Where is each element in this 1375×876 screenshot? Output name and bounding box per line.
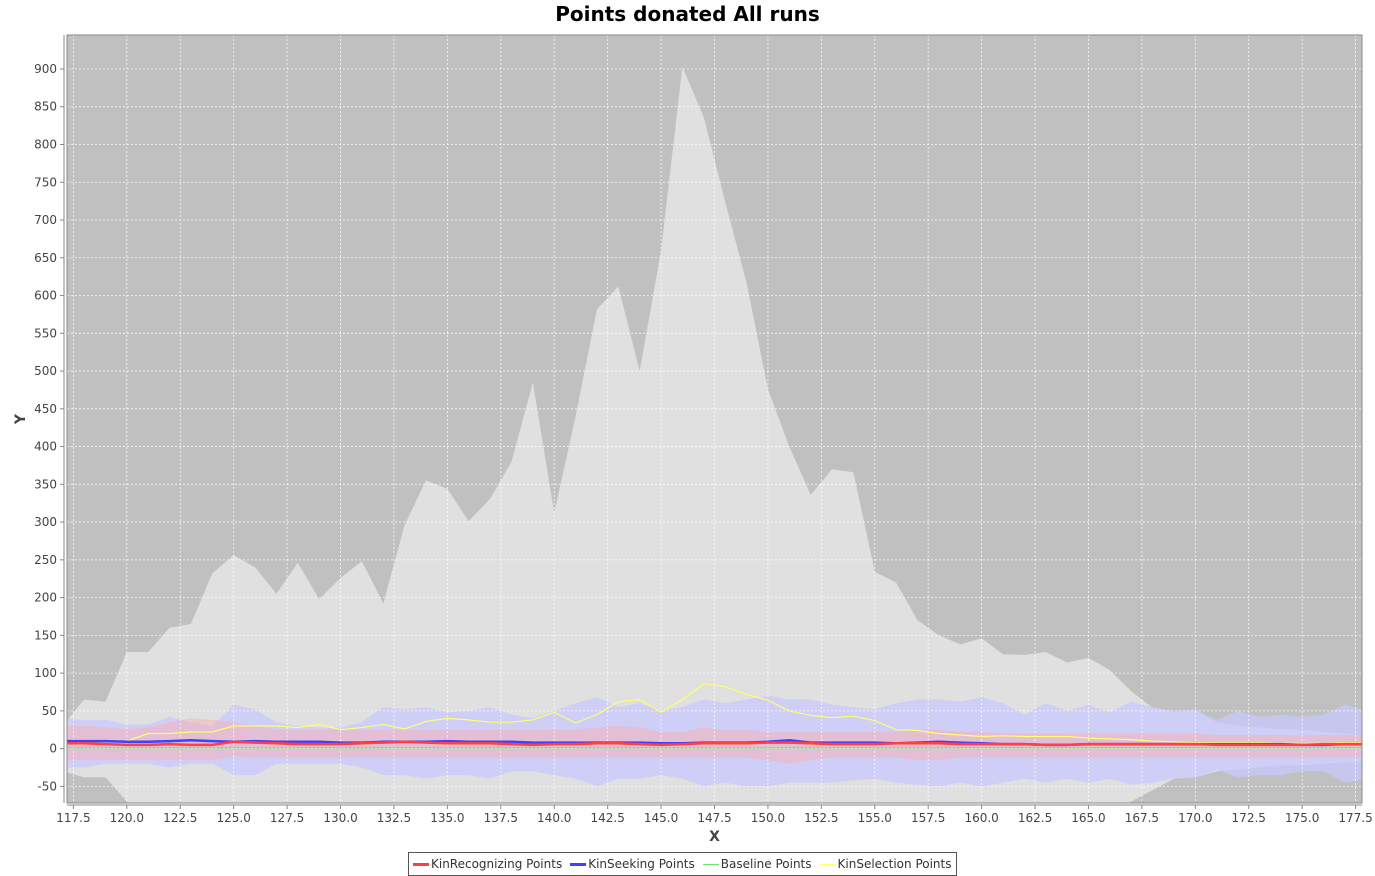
y-tick-label: 100 — [34, 666, 57, 680]
legend-label: Baseline Points — [720, 857, 812, 871]
band-kinseeking-points — [67, 695, 1362, 787]
legend-item-baseline-points: Baseline Points — [702, 857, 812, 871]
y-tick-label: 350 — [34, 477, 57, 491]
x-tick-label: 145.0 — [644, 811, 678, 825]
plot-frame — [66, 34, 1363, 804]
y-tick-label: 850 — [34, 100, 57, 114]
confidence-bands — [67, 66, 1362, 803]
y-tick-label: -50 — [37, 779, 57, 793]
x-tick-label: 152.5 — [804, 811, 838, 825]
band-kinrecognizing-points — [67, 718, 1362, 764]
y-tick-label: 650 — [34, 251, 57, 265]
y-tick-label: 900 — [34, 62, 57, 76]
x-tick-label: 147.5 — [697, 811, 731, 825]
y-tick-label: 50 — [42, 704, 57, 718]
y-tick-label: 800 — [34, 137, 57, 151]
y-tick-label: 250 — [34, 553, 57, 567]
y-tick-label: 150 — [34, 628, 57, 642]
x-axis-label: X — [709, 829, 720, 845]
y-tick-label: 700 — [34, 213, 57, 227]
legend-item-kinselection-points: KinSelection Points — [819, 857, 952, 871]
legend-swatch — [819, 863, 836, 865]
grid-lines — [67, 35, 1362, 803]
legend-swatch — [413, 862, 429, 866]
legend-label: KinSelection Points — [837, 857, 952, 871]
y-tick-label: 400 — [34, 440, 57, 454]
y-tick-label: 550 — [34, 326, 57, 340]
x-tick-label: 140.0 — [537, 811, 571, 825]
legend-label: KinSeeking Points — [588, 857, 695, 871]
legend-label: KinRecognizing Points — [431, 857, 563, 871]
x-tick-label: 125.0 — [217, 811, 251, 825]
band-kinselection-points — [67, 66, 1362, 803]
x-tick-label: 122.5 — [163, 811, 197, 825]
x-tick-label: 157.5 — [911, 811, 945, 825]
y-axis-ticks: -50 0 50 100 150 200 250 300 350 400 450 500 550 600 6… — [34, 62, 64, 793]
x-axis-ticks: 117.5 120.0 122.5 125.0 127.5 130.0 132.5 135.0… — [56, 805, 1373, 825]
x-tick-label: 127.5 — [270, 811, 304, 825]
x-tick-label: 165.0 — [1071, 811, 1105, 825]
x-tick-label: 135.0 — [430, 811, 464, 825]
x-tick-label: 160.0 — [964, 811, 998, 825]
x-tick-label: 175.0 — [1285, 811, 1319, 825]
x-tick-label: 167.5 — [1125, 811, 1159, 825]
series-line-kinrecognizing-points — [67, 740, 1362, 747]
x-tick-label: 132.5 — [377, 811, 411, 825]
x-tick-label: 137.5 — [484, 811, 518, 825]
series-line-kinselection-points — [67, 683, 1362, 744]
legend-item-kinrecognizing-points: KinRecognizing Points — [413, 857, 562, 871]
x-tick-label: 120.0 — [110, 811, 144, 825]
y-tick-label: 500 — [34, 364, 57, 378]
series-lines — [67, 683, 1362, 749]
chart-title: Points donated All runs — [555, 2, 820, 26]
y-axis-label: Y — [13, 413, 29, 425]
x-tick-label: 170.0 — [1178, 811, 1212, 825]
x-tick-label: 130.0 — [323, 811, 357, 825]
x-tick-label: 142.5 — [590, 811, 624, 825]
y-tick-label: 450 — [34, 402, 57, 416]
y-tick-label: 750 — [34, 175, 57, 189]
y-tick-label: 600 — [34, 289, 57, 303]
x-tick-label: 155.0 — [858, 811, 892, 825]
x-tick-label: 162.5 — [1018, 811, 1052, 825]
legend: KinRecognizing Points KinSeeking Points Ba… — [408, 852, 957, 876]
x-tick-label: 117.5 — [56, 811, 90, 825]
x-tick-label: 177.5 — [1338, 811, 1372, 825]
x-tick-label: 150.0 — [751, 811, 785, 825]
y-tick-label: 300 — [34, 515, 57, 529]
y-tick-label: 0 — [49, 742, 57, 756]
y-tick-label: 200 — [34, 591, 57, 605]
x-tick-label: 172.5 — [1232, 811, 1266, 825]
legend-swatch — [702, 863, 719, 865]
legend-swatch — [570, 862, 587, 866]
legend-item-kinseeking-points: KinSeeking Points — [570, 857, 695, 871]
